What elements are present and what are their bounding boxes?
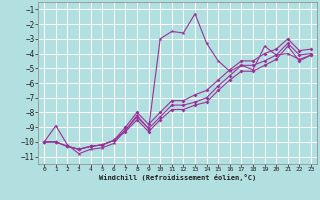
X-axis label: Windchill (Refroidissement éolien,°C): Windchill (Refroidissement éolien,°C) <box>99 174 256 181</box>
